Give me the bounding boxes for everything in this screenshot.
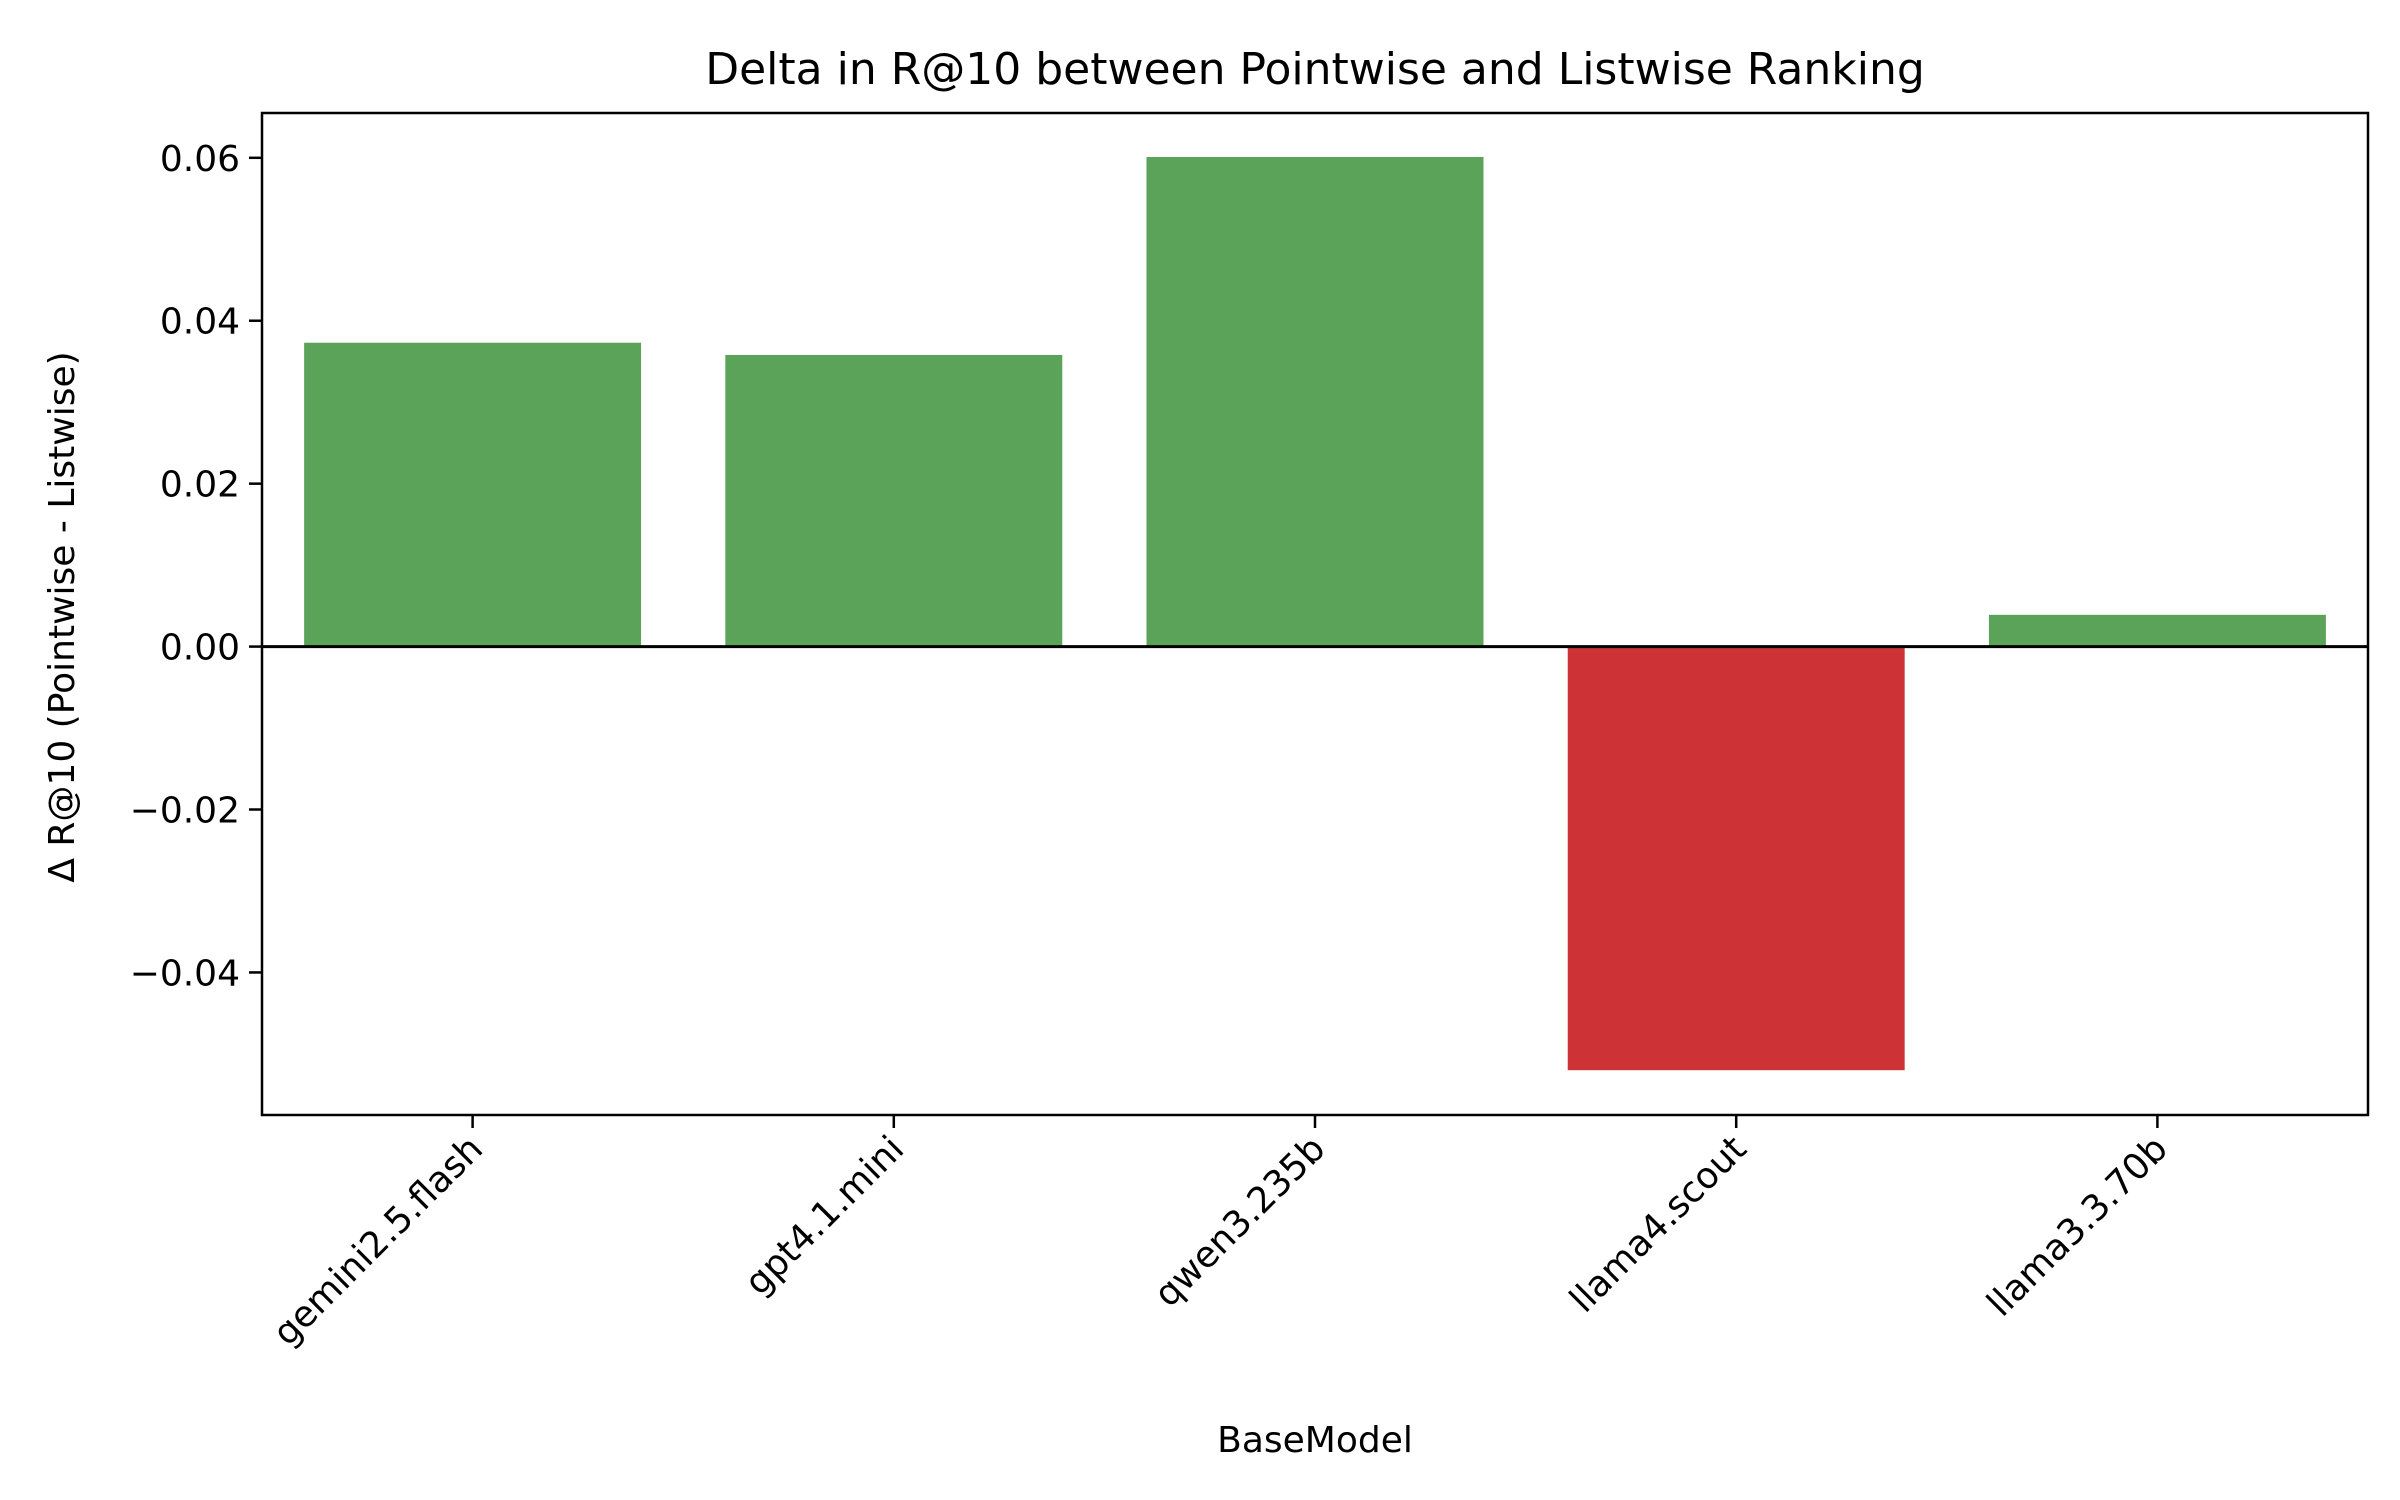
bar-gemini2.5.flash: [304, 342, 642, 647]
bar-gpt4.1.mini: [725, 354, 1063, 647]
x-axis-title: BaseModel: [1217, 1420, 1413, 1461]
y-tick-label: −0.04: [130, 953, 240, 994]
bar-llama3.3.70b: [1988, 614, 2326, 647]
y-tick-label: 0.00: [160, 628, 240, 669]
bars-group: [304, 156, 2326, 1071]
y-tick-label: 0.06: [160, 139, 240, 180]
chart-title: Delta in R@10 between Pointwise and List…: [705, 44, 1925, 95]
y-axis: −0.04 −0.02 0.00 0.02 0.04 0.06: [130, 139, 262, 994]
y-tick-label: 0.04: [160, 302, 240, 343]
bar-qwen3.235b: [1146, 156, 1484, 647]
bar-llama4.scout: [1567, 646, 1905, 1071]
y-tick-label: 0.02: [160, 465, 240, 506]
y-axis-title: Δ R@10 (Pointwise - Listwise): [42, 351, 83, 882]
y-tick-label: −0.02: [130, 791, 240, 832]
